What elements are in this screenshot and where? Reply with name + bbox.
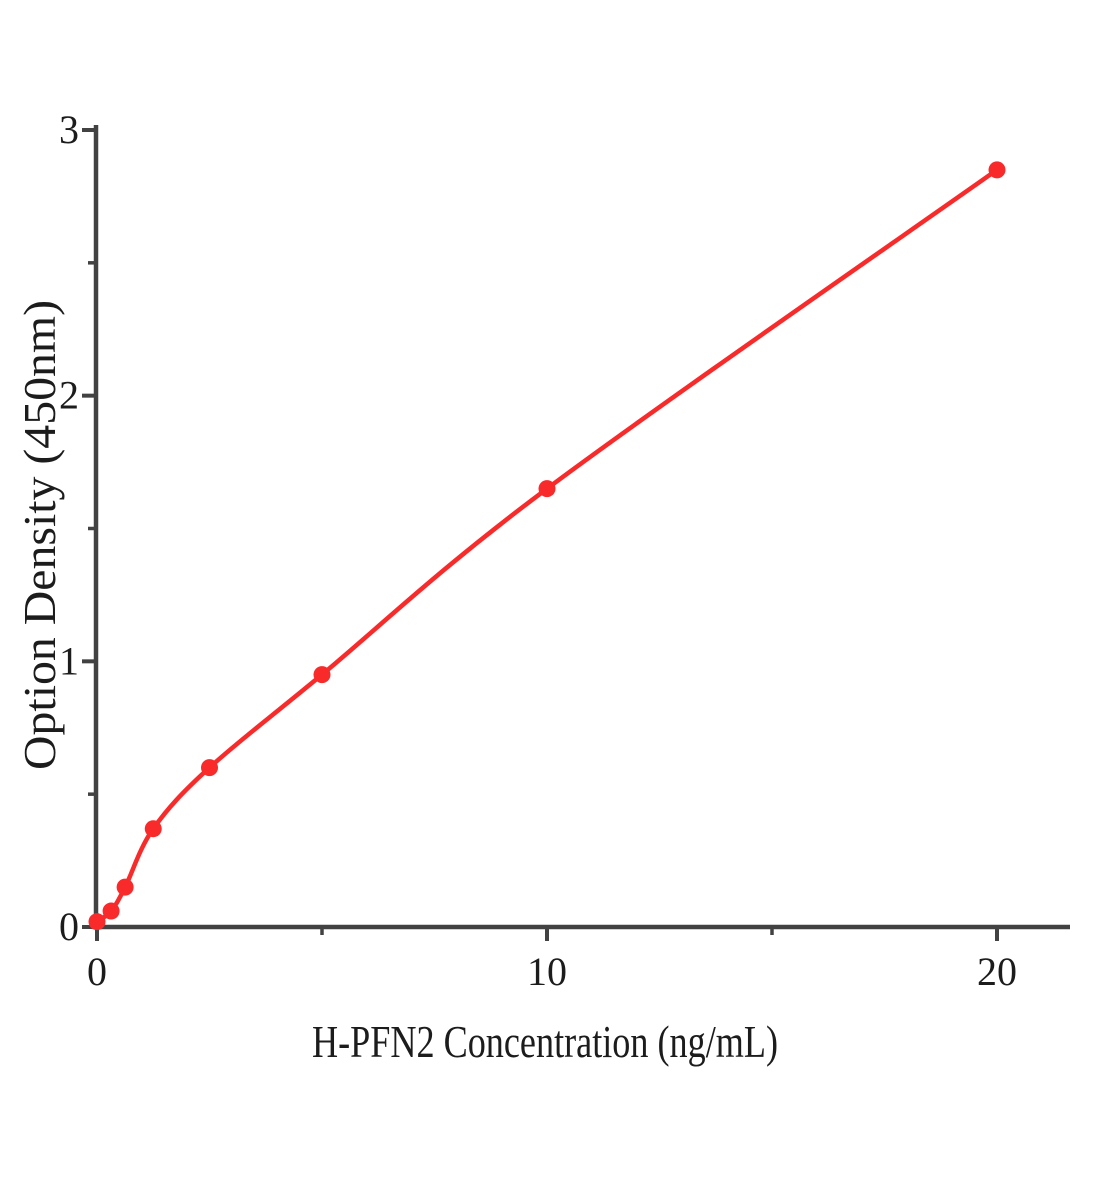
- x-tick-label: 10: [527, 949, 567, 994]
- y-tick-label: 2: [59, 373, 79, 418]
- data-point: [201, 759, 218, 777]
- y-axis-title: Option Density (450nm): [14, 300, 65, 770]
- y-tick-label: 3: [59, 107, 79, 152]
- data-point: [116, 878, 134, 896]
- x-axis-title: H-PFN2 Concentration (ng/mL): [312, 1016, 778, 1067]
- data-point: [144, 820, 162, 838]
- data-point: [88, 913, 106, 931]
- data-point: [538, 480, 556, 498]
- x-tick-label: 20: [977, 949, 1017, 994]
- axes-layer: 0 10 20 0 1 2 3: [59, 107, 1070, 994]
- data-points: [88, 161, 1006, 931]
- data-point: [988, 161, 1006, 179]
- data-point: [102, 902, 120, 920]
- standard-curve-line: [94, 167, 1000, 924]
- data-point: [313, 666, 331, 684]
- axis-titles-layer: H-PFN2 Concentration (ng/mL) Option Dens…: [14, 300, 778, 1067]
- y-tick-label: 0: [59, 904, 79, 949]
- series-layer: [88, 161, 1006, 931]
- x-tick-label: 0: [87, 949, 107, 994]
- y-tick-label: 1: [59, 638, 79, 683]
